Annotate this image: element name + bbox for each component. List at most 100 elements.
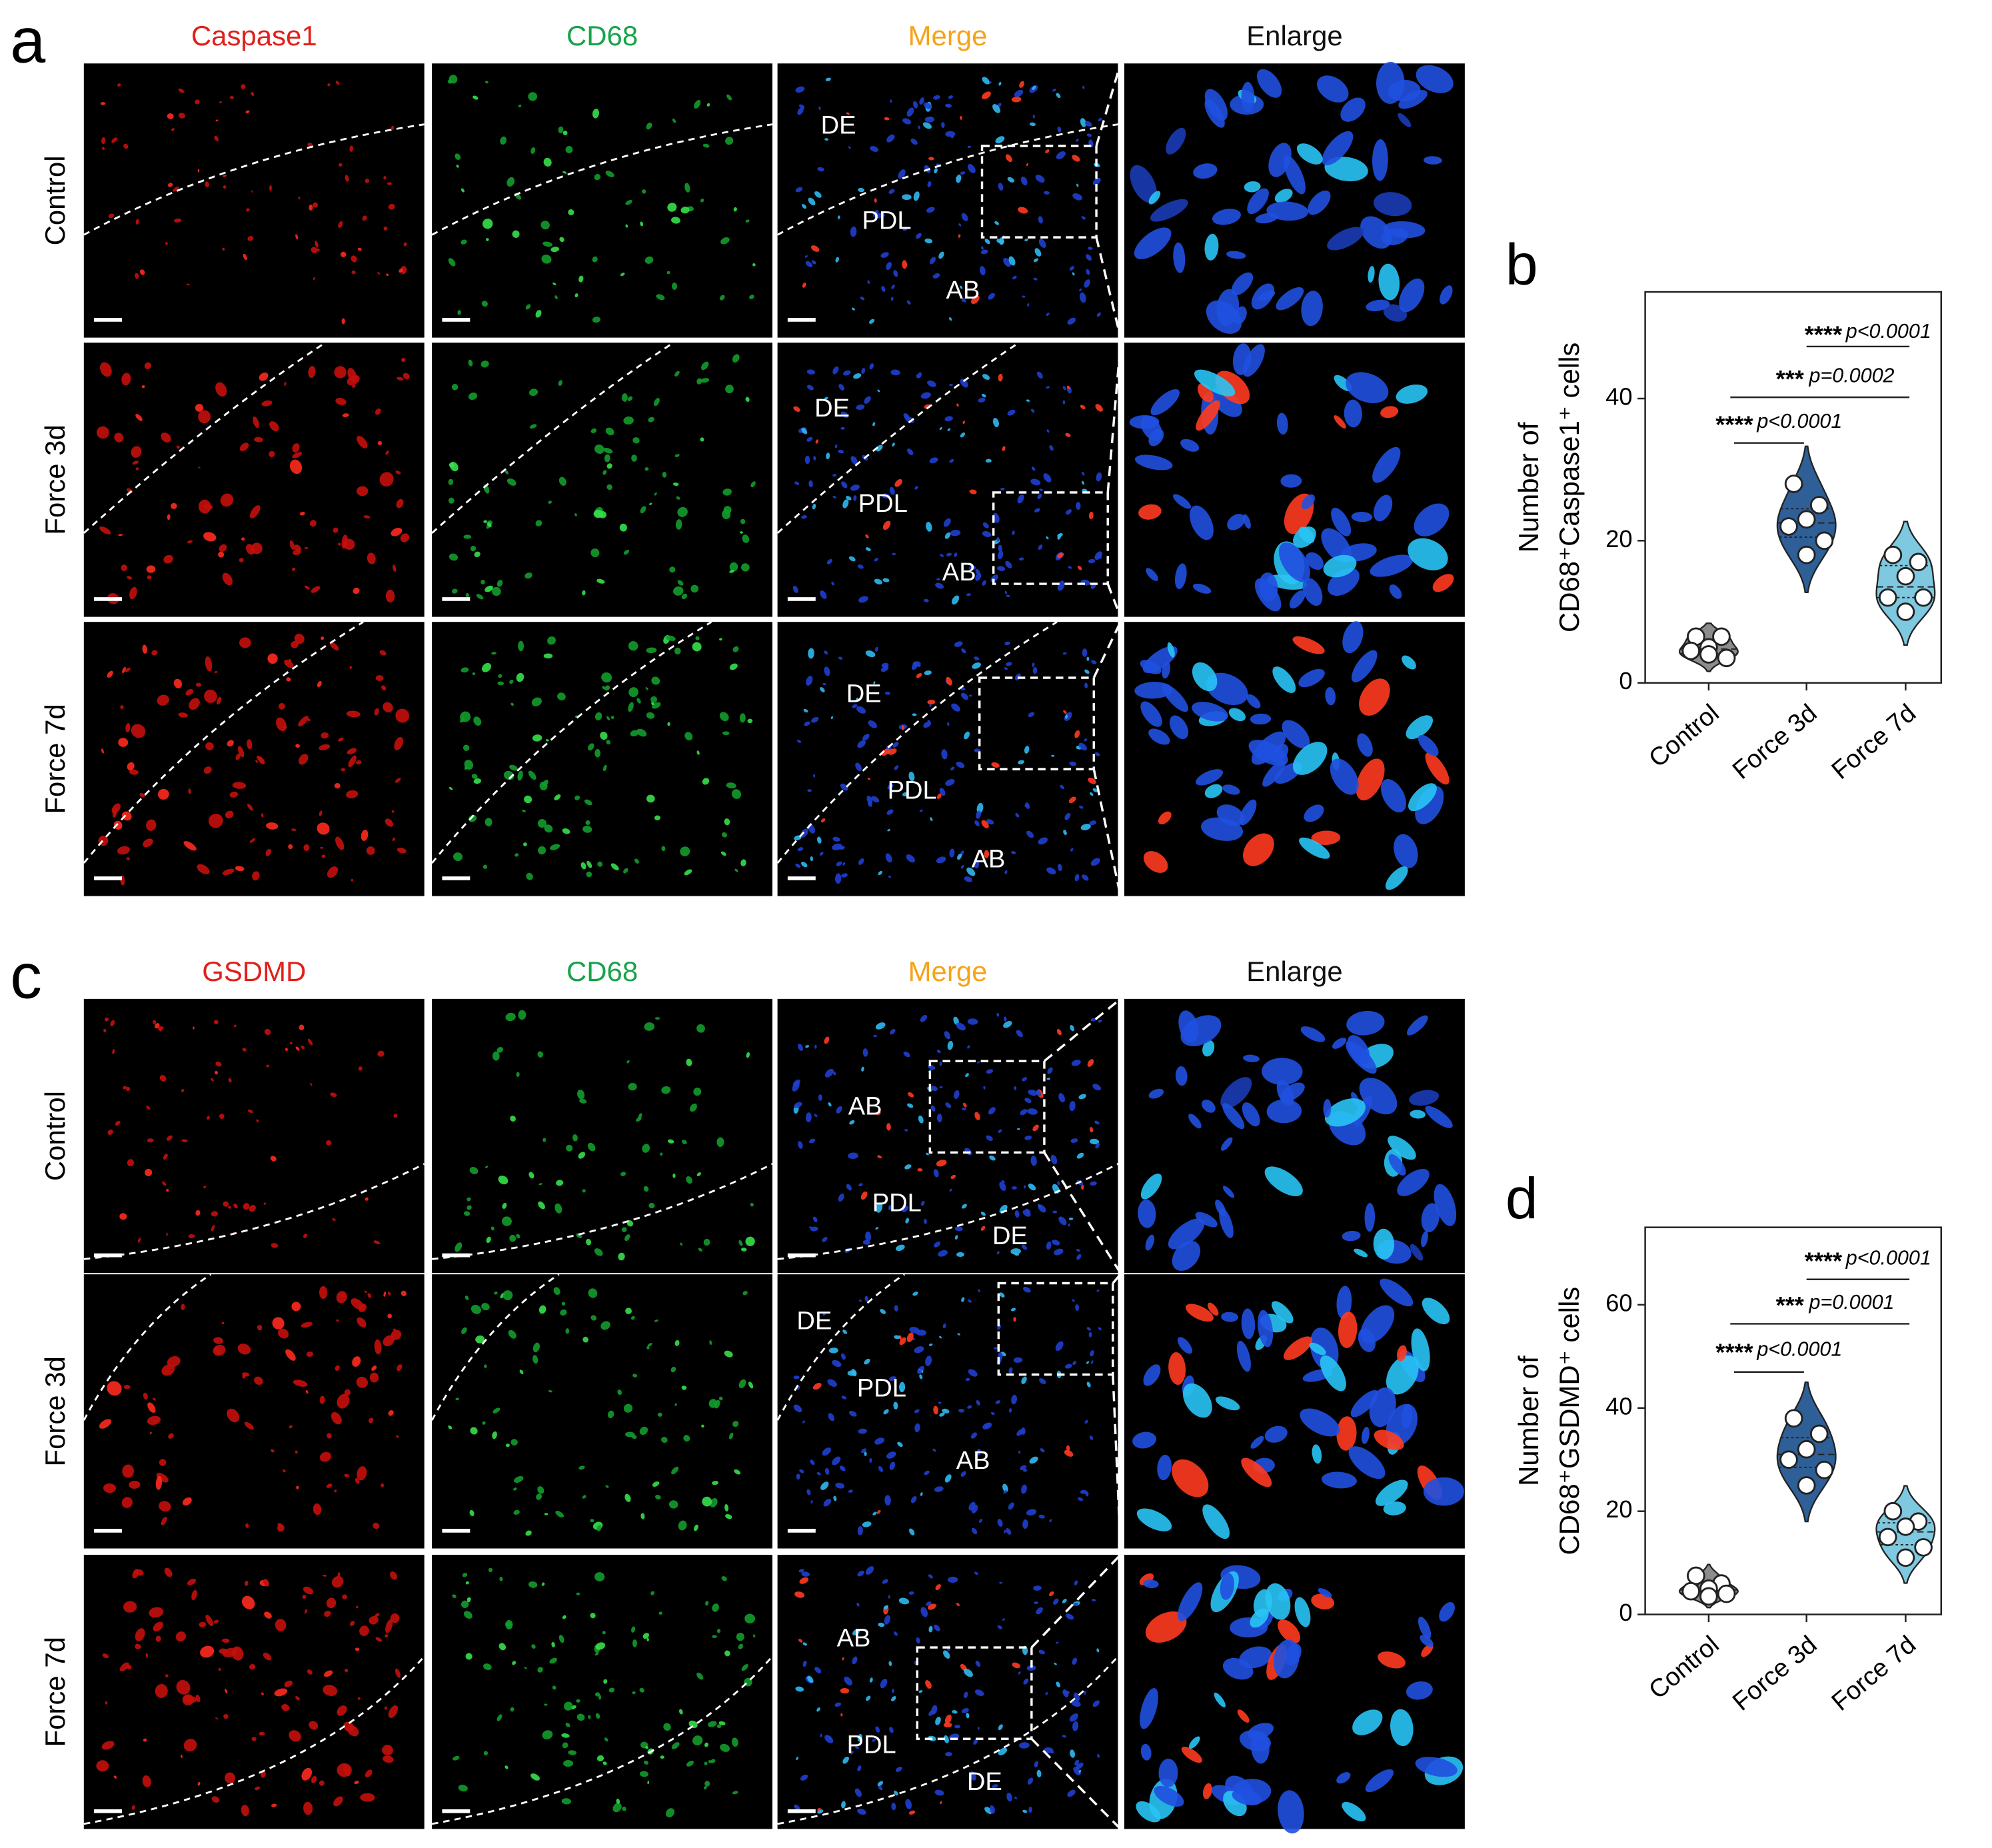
data-point: [1797, 1439, 1816, 1459]
cell: [734, 868, 738, 872]
cell: [157, 788, 169, 800]
cell: [720, 237, 730, 245]
cell: [310, 1083, 313, 1086]
cell: [677, 506, 688, 517]
cell: [341, 318, 345, 325]
cell: [848, 146, 851, 149]
cell: [967, 145, 972, 149]
cell: [667, 203, 677, 212]
cell: [889, 486, 895, 495]
cell: [654, 398, 660, 407]
cell: [841, 481, 848, 488]
column-header: Enlarge: [1246, 20, 1343, 51]
cell: [700, 378, 710, 383]
cell: [1020, 176, 1028, 186]
cell: [1056, 93, 1061, 99]
cell: [641, 189, 646, 194]
cell: [307, 718, 311, 722]
cell: [166, 1232, 168, 1236]
cell: [222, 868, 235, 876]
cell: [222, 572, 233, 586]
cell: [363, 515, 371, 519]
cell: [808, 648, 814, 659]
cell: [285, 1048, 288, 1052]
cell: [319, 810, 323, 816]
cell: [927, 699, 936, 705]
cell: [1366, 299, 1390, 312]
cell: [620, 273, 625, 277]
cell: [1140, 701, 1162, 727]
cell: [229, 96, 235, 99]
cell: [1255, 213, 1279, 224]
cell: [1276, 413, 1288, 435]
cell: [1049, 445, 1054, 451]
cell: [135, 467, 139, 470]
cell: [684, 732, 693, 740]
cell: [330, 1092, 337, 1098]
cell: [720, 851, 726, 856]
cell: [470, 545, 477, 552]
cell: [1368, 266, 1375, 283]
cell: [185, 689, 193, 696]
cell: [1029, 122, 1036, 127]
cell: [1241, 81, 1255, 113]
cell: [901, 725, 905, 730]
cell: [227, 1206, 231, 1209]
cell: [731, 789, 742, 799]
micrograph: [83, 343, 425, 617]
region-label: PDL: [857, 1375, 906, 1403]
cell: [1299, 837, 1330, 859]
cell: [916, 672, 922, 678]
cell: [1012, 530, 1015, 535]
cell: [157, 694, 169, 706]
cell: [574, 795, 580, 800]
cell: [181, 1088, 185, 1093]
cell: [696, 750, 700, 755]
data-point: [1896, 602, 1915, 621]
cell: [819, 852, 824, 856]
cell: [1134, 227, 1172, 259]
cell: [806, 369, 816, 375]
cell: [820, 590, 827, 599]
cell: [1093, 177, 1101, 185]
cell: [924, 238, 933, 244]
cell: [203, 532, 217, 542]
cell: [461, 239, 467, 245]
cell: [892, 552, 896, 556]
cell: [1284, 155, 1306, 195]
cell: [162, 1181, 167, 1186]
data-point: [1883, 545, 1903, 564]
cell: [1248, 739, 1288, 766]
cell: [957, 853, 962, 860]
cell: [469, 814, 477, 822]
cell: [890, 369, 900, 376]
micrograph: [83, 998, 425, 1274]
cell: [892, 742, 899, 748]
cell: [601, 672, 612, 683]
cell: [804, 455, 810, 464]
cell: [249, 838, 256, 843]
cell: [951, 703, 960, 712]
cell: [320, 846, 324, 849]
cell: [1004, 641, 1010, 646]
cell: [702, 778, 710, 785]
cell: [1080, 118, 1086, 127]
cell: [1351, 511, 1373, 522]
cell: [1148, 191, 1161, 205]
cell: [1000, 487, 1005, 490]
cell: [204, 689, 217, 703]
cell: [468, 393, 478, 401]
cell: [351, 270, 356, 275]
boundary: [431, 123, 773, 236]
cell: [117, 846, 130, 855]
cell: [856, 697, 859, 702]
cell: [483, 520, 488, 523]
cell: [333, 527, 339, 533]
cell: [476, 594, 484, 600]
cell: [1035, 175, 1045, 183]
cell: [1167, 642, 1175, 658]
cell: [628, 641, 638, 651]
cell: [1148, 429, 1164, 447]
cell: [271, 1243, 279, 1248]
cell: [548, 500, 552, 504]
